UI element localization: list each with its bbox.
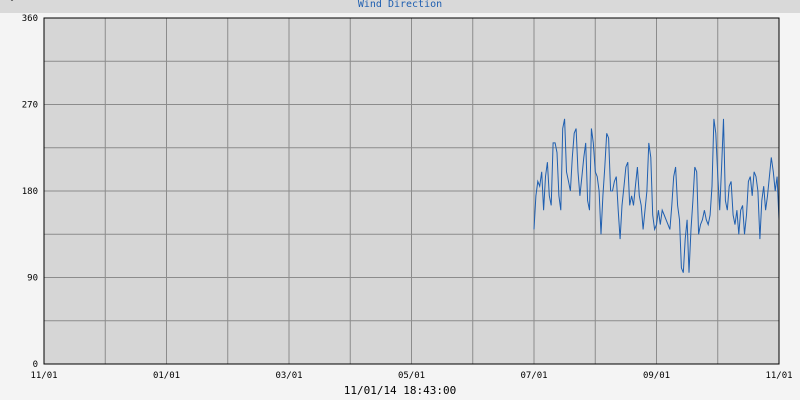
x-tick-label: 01/01 [153,371,180,381]
y-tick-label: 180 [22,187,38,197]
x-tick-label: 11/01 [765,371,792,381]
x-tick-label: 03/01 [275,371,302,381]
unit-label: ° [9,0,16,8]
chart-title: Wind Direction [357,0,443,10]
x-tick-label: 05/01 [398,371,425,381]
x-tick-label: 07/01 [520,371,547,381]
x-tick-label: 09/01 [643,371,670,381]
y-tick-label: 360 [22,14,38,24]
y-tick-label: 90 [27,274,38,284]
timestamp-label: 11/01/14 18:43:00 [343,384,457,397]
wind-direction-series-line [533,118,780,273]
y-tick-label: 0 [33,360,38,370]
plot-border [43,17,780,365]
chart-header-bar: ° Wind Direction [0,0,800,13]
x-tick-label: 11/01 [30,371,57,381]
y-tick-label: 270 [22,101,38,111]
